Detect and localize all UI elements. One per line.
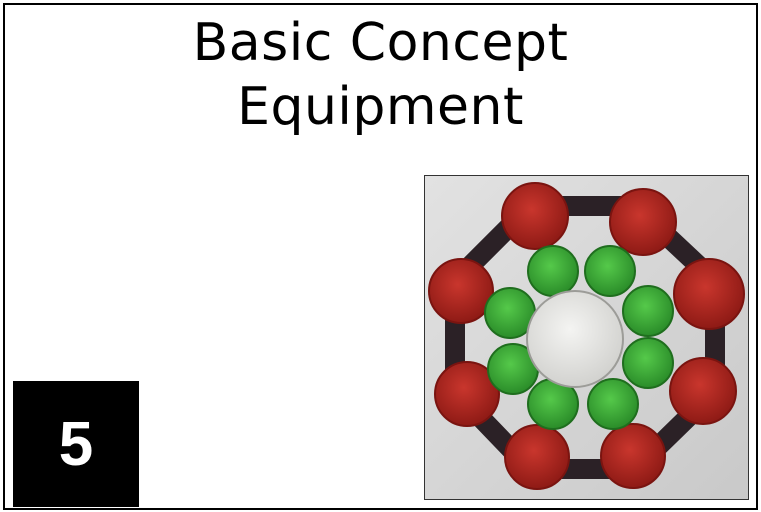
equipment-photo: [424, 175, 749, 500]
number-badge: 5: [13, 381, 139, 507]
title-line-1: Basic Concept: [192, 13, 569, 73]
page-title: Basic Concept Equipment: [5, 11, 756, 139]
equipment-photo-image: [425, 176, 748, 499]
title-line-2: Equipment: [237, 77, 524, 137]
inner-green-caps: [484, 245, 674, 430]
outer-red-caps: [428, 182, 745, 490]
number-badge-label: 5: [58, 409, 94, 479]
center-white-lid: [526, 290, 624, 388]
